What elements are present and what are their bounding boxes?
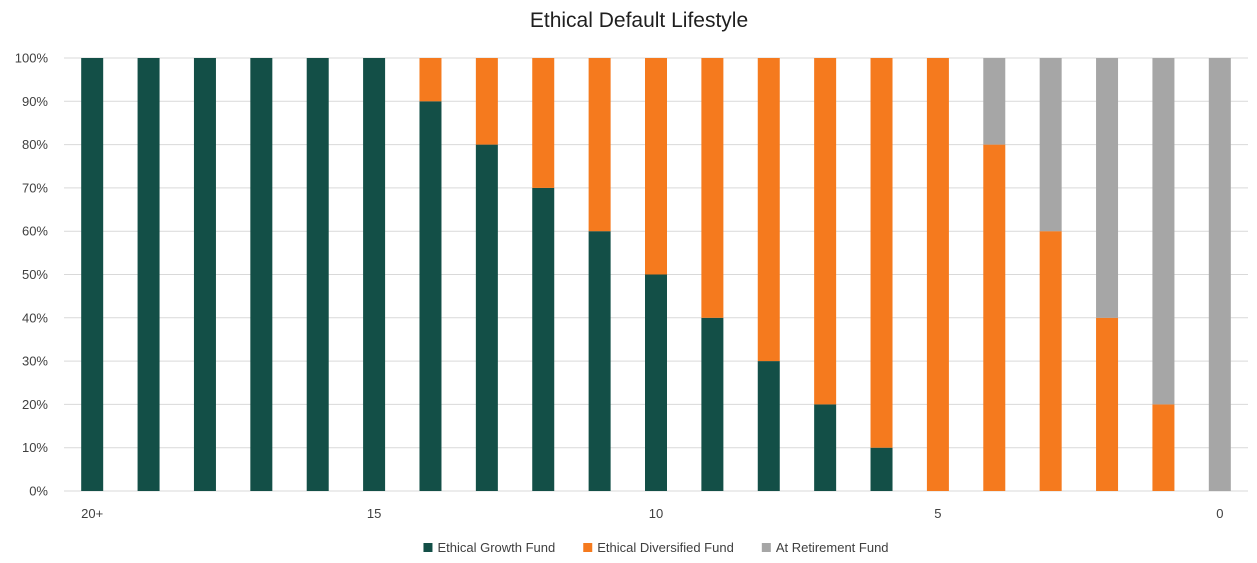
y-tick-label: 50% xyxy=(22,267,48,282)
bar-segment-ethical-diversified-fund xyxy=(419,58,442,102)
bar-segment-ethical-diversified-fund xyxy=(588,58,611,232)
x-tick-label: 10 xyxy=(649,506,663,521)
y-tick-label: 0% xyxy=(29,484,48,499)
bar-segment-ethical-diversified-fund xyxy=(926,58,949,491)
bar-segment-ethical-growth-fund xyxy=(81,58,104,491)
x-tick-label: 15 xyxy=(367,506,381,521)
bar-segment-at-retirement-fund xyxy=(1039,58,1062,232)
y-tick-label: 60% xyxy=(22,224,48,239)
y-tick-label: 40% xyxy=(22,310,48,325)
y-tick-label: 30% xyxy=(22,354,48,369)
legend-label: At Retirement Fund xyxy=(776,540,889,555)
y-tick-label: 100% xyxy=(15,51,49,66)
bar-segment-ethical-growth-fund xyxy=(306,58,329,491)
legend-item: Ethical Growth Fund xyxy=(423,540,555,555)
bar-segment-ethical-growth-fund xyxy=(814,404,837,491)
bar-segment-at-retirement-fund xyxy=(1152,58,1175,405)
bar-segment-ethical-diversified-fund xyxy=(532,58,555,188)
bar-segment-ethical-diversified-fund xyxy=(645,58,667,275)
bar-segment-ethical-growth-fund xyxy=(193,58,216,491)
chart-title: Ethical Default Lifestyle xyxy=(530,9,748,32)
bar-segment-ethical-growth-fund xyxy=(363,58,386,491)
bar-segment-ethical-diversified-fund xyxy=(1152,404,1175,491)
y-tick-label: 20% xyxy=(22,397,48,412)
bar-segment-ethical-growth-fund xyxy=(419,101,442,492)
bar-segment-at-retirement-fund xyxy=(1096,58,1119,318)
x-axis-ticks: 20+ 15 10 5 0 xyxy=(81,506,1223,521)
legend: Ethical Growth Fund Ethical Diversified F… xyxy=(423,540,889,555)
bar-segment-ethical-diversified-fund xyxy=(701,58,724,318)
bar-segment-ethical-growth-fund xyxy=(701,317,724,491)
y-axis-ticks: 0% 10% 20% 30% 40% 50% 60% 70% 80% 90% 100% xyxy=(15,51,49,499)
legend-swatch xyxy=(583,543,593,552)
bar-segment-ethical-diversified-fund xyxy=(870,58,893,448)
bar-segment-ethical-growth-fund xyxy=(475,144,498,491)
y-tick-label: 90% xyxy=(22,94,48,109)
bar-segment-ethical-growth-fund xyxy=(250,58,273,491)
y-tick-label: 80% xyxy=(22,137,48,152)
bar-segment-ethical-diversified-fund xyxy=(757,58,780,362)
bar-segment-ethical-growth-fund xyxy=(588,231,611,491)
bar-segment-ethical-growth-fund xyxy=(137,58,160,491)
bar-segment-ethical-growth-fund xyxy=(645,274,667,491)
bar-segment-ethical-diversified-fund xyxy=(475,58,498,145)
bar-segment-ethical-diversified-fund xyxy=(814,58,837,405)
bar-segment-ethical-diversified-fund xyxy=(1039,231,1062,491)
x-tick-label: 5 xyxy=(934,506,941,521)
bar-segment-ethical-growth-fund xyxy=(532,187,555,491)
legend-swatch xyxy=(423,543,433,552)
bar-segment-ethical-growth-fund xyxy=(870,447,893,491)
x-tick-label: 20+ xyxy=(81,506,103,521)
x-tick-label: 0 xyxy=(1216,506,1223,521)
legend-swatch xyxy=(761,543,771,552)
bar-segment-at-retirement-fund xyxy=(983,58,1006,145)
legend-label: Ethical Growth Fund xyxy=(437,540,555,555)
bar-segment-ethical-diversified-fund xyxy=(1096,317,1119,491)
bars xyxy=(81,58,1231,492)
bar-segment-ethical-diversified-fund xyxy=(983,144,1006,491)
bar-segment-at-retirement-fund xyxy=(1208,58,1231,491)
bar-segment-ethical-growth-fund xyxy=(757,361,780,491)
legend-item: At Retirement Fund xyxy=(761,540,889,555)
y-tick-label: 10% xyxy=(22,440,48,455)
y-tick-label: 70% xyxy=(22,180,48,195)
legend-item: Ethical Diversified Fund xyxy=(583,540,734,555)
legend-label: Ethical Diversified Fund xyxy=(597,540,734,555)
